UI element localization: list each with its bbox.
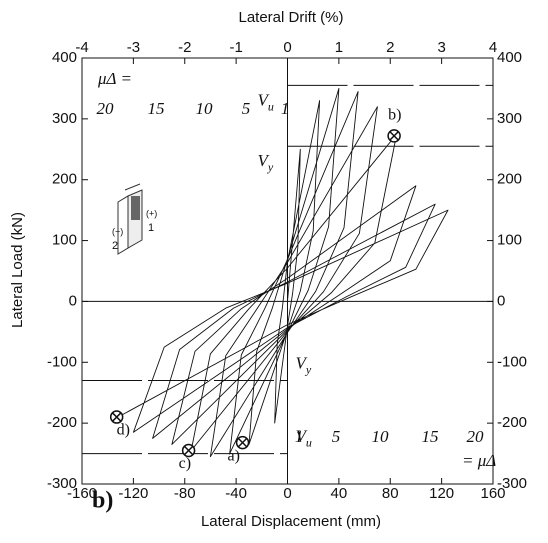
inset-label: 2 (112, 240, 118, 252)
y-tick-label: 100 (52, 232, 77, 249)
ductility-tick: 10 (372, 427, 390, 446)
x-tick-label: 40 (331, 485, 348, 502)
marker-cross (238, 438, 248, 448)
ductility-tick: 1 (281, 99, 290, 118)
ductility-tick: 20 (467, 427, 485, 446)
reference-label: Vu (296, 426, 312, 449)
reference-subscript: u (268, 99, 274, 113)
marker-cross (389, 131, 399, 141)
inset-icon: (−) 2 (+) 1 (112, 183, 157, 255)
x2-tick-label: -4 (75, 39, 88, 56)
y-tick-label: -200 (47, 414, 77, 431)
x2-tick-label: 1 (335, 39, 343, 56)
y-tick-label: -300 (47, 475, 77, 492)
y-axis-title: Lateral Load (kN) (9, 212, 26, 328)
ductility-tick: 5 (332, 427, 341, 446)
ductility-tick: 10 (196, 99, 214, 118)
x-tick-label: 80 (382, 485, 399, 502)
ductility-tick: 1 (295, 427, 304, 446)
x-axis-title: Lateral Displacement (mm) (201, 513, 381, 530)
x-tick-label: -160 (67, 485, 97, 502)
ductility-tick: 5 (242, 99, 251, 118)
y2-tick-label: -300 (497, 475, 527, 492)
ductility-label: μΔ = (97, 69, 132, 88)
x-tick-label: 160 (480, 485, 505, 502)
point-label: c) (179, 455, 191, 472)
x2-axis-title: Lateral Drift (%) (238, 9, 343, 26)
x-tick-label: -80 (174, 485, 196, 502)
point-label: b) (388, 107, 401, 124)
y2-tick-label: -200 (497, 414, 527, 431)
reference-symbol: V (258, 151, 271, 170)
y-tick-label: 200 (52, 171, 77, 188)
reference-label: Vu (258, 90, 274, 113)
y-tick-label: 0 (69, 292, 77, 309)
point-label: d) (117, 422, 130, 439)
y-tick-label: 400 (52, 49, 77, 66)
inset-label: (−) (112, 226, 123, 236)
point-label: a) (228, 447, 240, 464)
x2-tick-label: -3 (127, 39, 140, 56)
reference-symbol: V (296, 353, 309, 372)
reference-symbol: V (258, 90, 271, 109)
y2-tick-label: 400 (497, 49, 522, 66)
x-tick-label: 120 (429, 485, 454, 502)
x-tick-label: -120 (118, 485, 148, 502)
reference-label: Vy (258, 151, 274, 174)
y-tick-label: 300 (52, 110, 77, 127)
hysteresis-curve (117, 87, 449, 458)
marker-cross (112, 412, 122, 422)
point-marker (109, 410, 124, 424)
point-marker (235, 435, 250, 450)
y2-tick-label: 0 (497, 292, 505, 309)
reference-subscript: y (305, 362, 312, 376)
x2-tick-label: 4 (489, 39, 497, 56)
x2-tick-label: -1 (229, 39, 242, 56)
ductility-tick: 20 (97, 99, 115, 118)
x2-tick-label: 3 (437, 39, 445, 56)
ductility-tick: 15 (422, 427, 439, 446)
reference-symbol: V (296, 426, 309, 445)
reference-subscript: u (306, 435, 312, 449)
ductility-tick: 15 (148, 99, 165, 118)
point-marker (181, 443, 196, 458)
y-tick-label: -100 (47, 353, 77, 370)
x2-tick-label: 2 (386, 39, 394, 56)
ductility-label: = μΔ (462, 451, 496, 470)
y2-tick-label: 300 (497, 110, 522, 127)
panel-label: b) (92, 488, 113, 514)
x2-tick-label: 0 (283, 39, 291, 56)
marker-cross (184, 445, 194, 456)
point-marker (387, 129, 401, 143)
x2-tick-label: -2 (178, 39, 191, 56)
y2-tick-label: 200 (497, 171, 522, 188)
y2-tick-label: 100 (497, 232, 522, 249)
y2-tick-label: -100 (497, 353, 527, 370)
x-tick-label: 0 (283, 485, 291, 502)
inset-label: (+) (146, 208, 157, 218)
reference-label: Vy (296, 353, 312, 376)
reference-subscript: y (267, 160, 274, 174)
x-tick-label: -40 (225, 485, 247, 502)
inset-label: 1 (148, 222, 154, 234)
